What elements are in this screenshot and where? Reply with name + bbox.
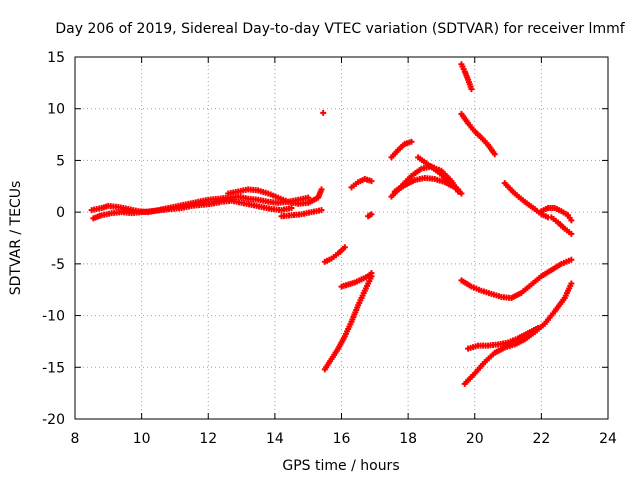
y-tick-label: -15: [42, 360, 65, 376]
data-point: [568, 280, 575, 287]
data-point: [320, 109, 327, 116]
data-point: [368, 270, 375, 277]
series-arc-14: [415, 154, 462, 193]
series-arc-11: [388, 138, 415, 161]
data-point: [408, 138, 415, 145]
series-arc-15: [458, 61, 475, 93]
data-point: [458, 190, 465, 197]
series-arc-22: [548, 214, 575, 237]
x-tick-label: 14: [266, 431, 284, 447]
x-tick-label: 20: [466, 431, 484, 447]
series-arc-4: [278, 207, 325, 220]
series-arc-3: [225, 186, 325, 207]
series-arc-16: [458, 110, 498, 158]
y-tick-label: 10: [47, 102, 65, 118]
x-axis-tick-labels: 8 10 12 14 16 18 20 22 24: [71, 431, 617, 447]
grid: [75, 57, 608, 419]
y-tick-label: 15: [47, 50, 65, 66]
series-arc-7: [321, 273, 375, 373]
x-tick-label: 18: [399, 431, 417, 447]
x-tick-label: 22: [532, 431, 550, 447]
series-arc-2: [90, 197, 295, 222]
y-axis-tick-labels: -20 -15 -10 -5 0 5 10 15: [42, 50, 65, 428]
data-point: [535, 324, 542, 331]
data-point: [288, 205, 295, 212]
series-arc-19: [465, 324, 542, 352]
data-point: [455, 186, 462, 193]
y-tick-label: -10: [42, 309, 65, 325]
chart-title: Day 206 of 2019, Sidereal Day-to-day VTE…: [55, 21, 625, 37]
x-tick-label: 24: [599, 431, 617, 447]
series-arc-6: [321, 244, 348, 265]
x-tick-label: 12: [199, 431, 217, 447]
data-point: [305, 194, 312, 201]
data-point: [568, 217, 575, 224]
series-arc-8: [338, 270, 375, 290]
data-point: [318, 207, 325, 214]
data-point: [318, 186, 325, 193]
y-tick-label: 0: [56, 205, 65, 221]
data-point: [491, 151, 498, 158]
data-points: [88, 61, 575, 387]
series-arc-10: [365, 211, 375, 220]
y-tick-label: 5: [56, 153, 65, 169]
series-arc-20: [501, 180, 552, 221]
axis-ticks: [74, 56, 609, 420]
y-tick-label: -5: [51, 257, 65, 273]
y-tick-label: -20: [42, 412, 65, 428]
series-arc-17: [458, 256, 575, 301]
x-axis-label: GPS time / hours: [282, 458, 399, 474]
x-tick-label: 16: [333, 431, 351, 447]
data-point: [568, 230, 575, 237]
x-tick-label: 10: [133, 431, 151, 447]
data-point: [568, 256, 575, 263]
series-arc-21: [538, 205, 575, 224]
data-point: [468, 86, 475, 93]
series-arc-9: [348, 176, 375, 191]
y-axis-label: SDTVAR / TECUs: [8, 181, 24, 296]
series-arc-5: [320, 109, 327, 116]
data-point: [341, 244, 348, 251]
x-tick-label: 8: [71, 431, 80, 447]
data-point: [368, 211, 375, 218]
data-point: [368, 178, 375, 185]
